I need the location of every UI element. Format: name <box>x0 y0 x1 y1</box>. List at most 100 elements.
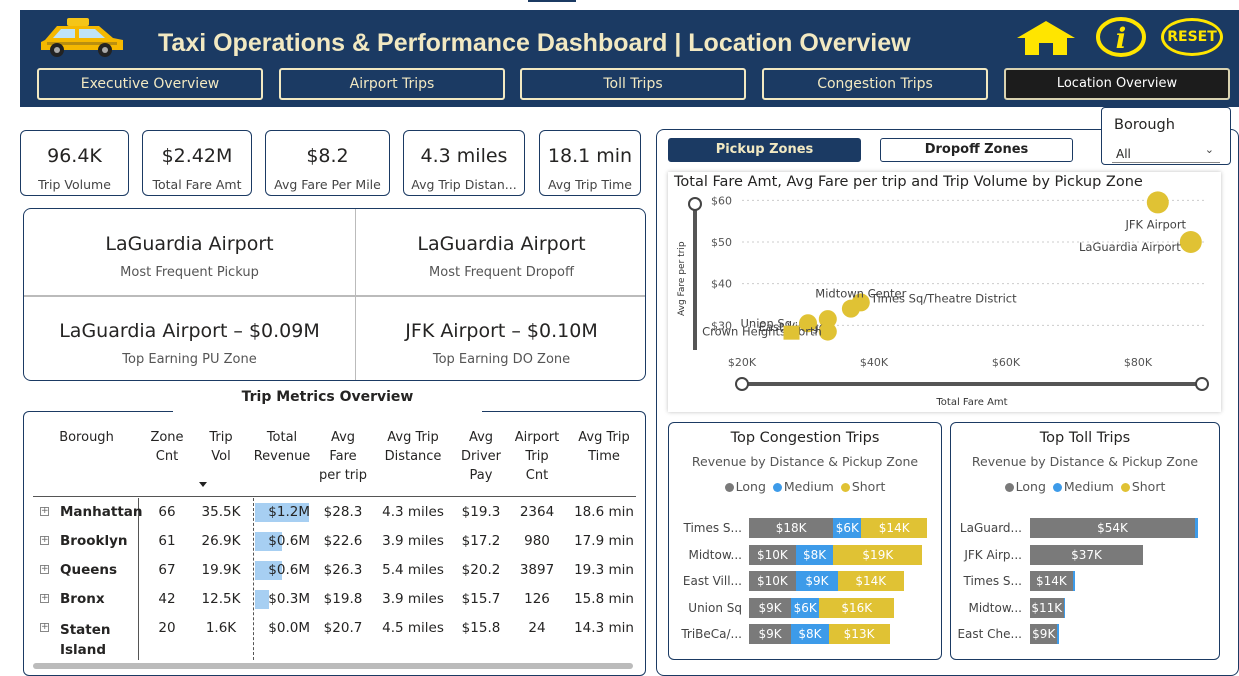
airport-trip-cell: 126 <box>524 591 550 607</box>
kpi-avg-trip-distance: 4.3 miles Avg Trip Distan... <box>403 130 525 196</box>
expand-icon[interactable]: + <box>40 622 49 632</box>
summary-value: JFK Airport – $0.10M <box>405 320 598 342</box>
nav-congestion-trips[interactable]: Congestion Trips <box>762 68 988 100</box>
revenue-databar <box>255 532 282 551</box>
borough-label: Borough <box>1114 117 1175 133</box>
column-header[interactable]: Airport Trip Cnt <box>514 430 560 483</box>
y-tick-label: $30 <box>711 319 732 332</box>
home-icon[interactable] <box>1017 21 1075 55</box>
x-slider-handle-left[interactable] <box>735 377 749 391</box>
column-divider <box>138 498 139 660</box>
borough-dropdown[interactable]: All ⌄ <box>1112 143 1220 163</box>
avg-driver-pay-cell: $17.2 <box>461 533 501 549</box>
scatter-point[interactable] <box>1146 191 1169 214</box>
expand-icon[interactable]: + <box>40 593 49 603</box>
scatter-point[interactable] <box>818 310 837 329</box>
bar-segment-long[interactable]: $9K <box>749 597 792 618</box>
total-revenue-cell: $0.0M <box>268 620 310 636</box>
column-header[interactable]: Avg Trip Time <box>578 430 630 464</box>
avg-distance-cell: 3.9 miles <box>382 591 444 607</box>
bar-segment-long[interactable]: $14K <box>1030 571 1073 591</box>
bar-segment-short[interactable]: $16K <box>819 597 895 618</box>
bar-segment-medium[interactable] <box>1194 518 1198 538</box>
bar-segment-long[interactable]: $10K <box>749 544 796 565</box>
point-label: Crown Heights North <box>702 325 822 339</box>
column-header[interactable]: Avg Fare per trip <box>318 430 368 483</box>
card-divider-horizontal <box>24 295 645 297</box>
chevron-down-icon: ⌄ <box>1204 143 1214 156</box>
bar-segment-long[interactable]: $10K <box>749 571 796 591</box>
bar-segment-medium[interactable]: $8K <box>795 544 834 565</box>
bar-segment-long[interactable]: $37K <box>1030 544 1144 565</box>
bar-segment-medium[interactable] <box>1057 624 1060 644</box>
bar-segment-medium[interactable] <box>1063 597 1066 618</box>
expand-icon[interactable]: + <box>40 506 49 516</box>
scatter-chart-card: Total Fare Amt, Avg Fare per trip and Tr… <box>668 172 1221 412</box>
nav-toll-trips[interactable]: Toll Trips <box>520 68 746 100</box>
dropoff-zones-toggle[interactable]: Dropoff Zones <box>880 138 1073 162</box>
svg-text:i: i <box>1116 22 1127 55</box>
nav-airport-trips[interactable]: Airport Trips <box>279 68 505 100</box>
column-header[interactable]: Borough <box>59 430 114 445</box>
pickup-zones-toggle[interactable]: Pickup Zones <box>668 138 861 162</box>
bar-segment-short[interactable]: $13K <box>828 624 890 644</box>
expand-icon[interactable]: + <box>40 564 49 574</box>
bar-segment-long[interactable]: $11K <box>1030 597 1064 618</box>
column-header[interactable]: Trip Vol <box>209 430 233 464</box>
x-axis-title: Total Fare Amt <box>935 397 1007 408</box>
bar-segment-medium[interactable] <box>1072 571 1075 591</box>
scatter-point[interactable] <box>1179 231 1202 253</box>
bar-segment-long[interactable]: $9K <box>1030 624 1058 644</box>
avg-fare-cell: $26.3 <box>323 562 363 578</box>
bar-segment-short[interactable]: $19K <box>833 544 923 565</box>
nav-executive-overview[interactable]: Executive Overview <box>37 68 263 100</box>
bar-segment-short[interactable]: $14K <box>861 518 927 538</box>
legend-dot-short <box>840 483 850 492</box>
bar-segment-short[interactable]: $14K <box>838 571 904 591</box>
scatter-chart: $30 $40 $50 $60 $20K $40K $60K $80K Avg Fare per… <box>677 191 1209 408</box>
bar-segment-medium[interactable]: $9K <box>795 571 838 591</box>
most-frequent-pickup: LaGuardia Airport Most Frequent Pickup <box>24 233 355 280</box>
avg-driver-pay-cell: $19.3 <box>461 504 501 520</box>
bar-segment-medium[interactable]: $6K <box>833 518 862 538</box>
bar-segment-long[interactable]: $18K <box>749 518 834 538</box>
expand-icon[interactable]: + <box>40 535 49 545</box>
scatter-point[interactable] <box>818 322 837 341</box>
avg-fare-cell: $22.6 <box>323 533 363 549</box>
nav-location-overview[interactable]: Location Overview <box>1004 68 1230 100</box>
airport-trip-cell: 2364 <box>519 504 555 520</box>
congestion-legend: Long Medium Short <box>669 479 941 494</box>
borough-cell: Bronx <box>60 591 105 607</box>
scatter-point[interactable] <box>841 299 860 318</box>
bar-segment-long[interactable]: $54K <box>1030 518 1195 538</box>
zone-count-cell: 61 <box>158 533 176 549</box>
y-tick-label: $50 <box>711 236 732 249</box>
x-slider-handle-right[interactable] <box>1195 377 1209 391</box>
revenue-databar <box>255 561 282 580</box>
kpi-value: 4.3 miles <box>420 145 508 167</box>
column-header[interactable]: Total Revenue <box>253 430 311 464</box>
scatter-point[interactable] <box>783 325 800 340</box>
bar-category-label: Times S... <box>683 521 743 535</box>
y-slider-handle[interactable] <box>688 197 702 211</box>
toll-card: Top Toll Trips Revenue by Distance & Pic… <box>950 422 1220 660</box>
sort-arrow-icon[interactable] <box>199 482 207 487</box>
horizontal-scrollbar[interactable] <box>33 663 633 669</box>
column-header[interactable]: Zone Cnt <box>150 430 184 464</box>
bar-segment-long[interactable]: $9K <box>749 624 792 644</box>
borough-cell: Brooklyn <box>60 533 128 549</box>
bar-category-label: LaGuard... <box>959 521 1022 535</box>
kpi-value: 96.4K <box>47 145 102 167</box>
column-header[interactable]: Avg Trip Distance <box>384 430 442 464</box>
column-header[interactable]: Avg Driver Pay <box>460 430 501 483</box>
bar-segment-medium[interactable]: $6K <box>791 597 820 618</box>
borough-slicer: Borough All ⌄ <box>1101 107 1231 165</box>
kpi-value: 18.1 min <box>547 145 633 167</box>
bar-category-label: JFK Airp... <box>964 547 1022 562</box>
bar-segment-medium[interactable]: $8K <box>791 624 829 644</box>
legend-dot-short <box>1120 483 1130 492</box>
bar-category-label: Times S... <box>963 574 1023 588</box>
scatter-point[interactable] <box>799 314 817 333</box>
reset-button[interactable]: RESET <box>1161 18 1223 56</box>
info-icon[interactable]: i <box>1095 16 1147 58</box>
